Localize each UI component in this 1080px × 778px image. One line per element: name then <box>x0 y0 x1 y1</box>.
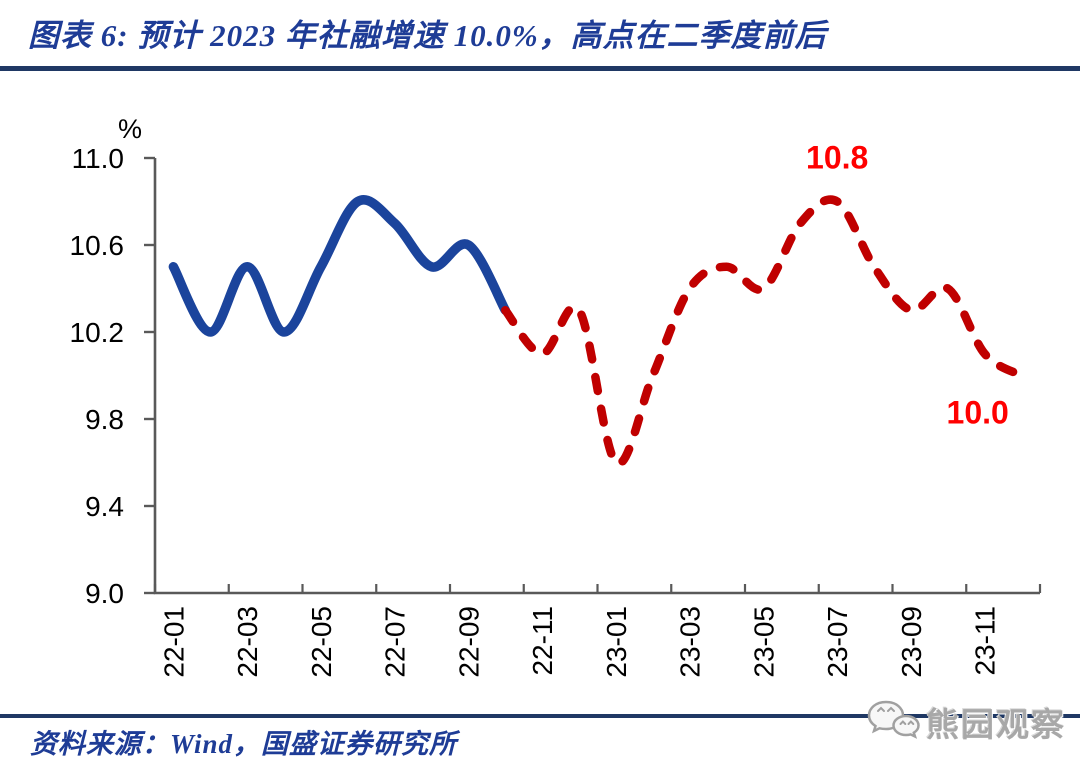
wechat-icon <box>866 699 920 745</box>
series-line-actual <box>168 195 511 337</box>
x-tick-label: 22-11 <box>527 606 558 676</box>
y-tick-label: 9.8 <box>85 404 124 435</box>
x-tick-label: 23-07 <box>822 606 853 678</box>
y-tick-label: 10.2 <box>70 317 125 348</box>
title-divider <box>0 66 1080 71</box>
x-tick-label: 22-05 <box>306 606 337 678</box>
x-tick-label: 22-01 <box>158 606 189 678</box>
y-tick-label: 10.6 <box>70 230 125 261</box>
x-tick-label: 23-05 <box>748 606 779 678</box>
footer-divider <box>0 714 1080 718</box>
figure-title: 图表 6: 预计 2023 年社融增速 10.0%，高点在二季度前后 <box>28 18 827 53</box>
y-tick-label: 9.4 <box>85 491 124 522</box>
x-tick-label: 22-07 <box>380 606 411 678</box>
y-tick-label: 11.0 <box>72 143 124 174</box>
y-tick-label: 9.0 <box>85 578 124 609</box>
x-tick-label: 22-09 <box>453 606 484 678</box>
watermark: 熊园观察 <box>866 698 1066 746</box>
x-tick-label: 23-01 <box>601 606 632 678</box>
annotation-label: 10.8 <box>806 140 868 176</box>
series-line-forecast <box>501 195 1026 468</box>
source-text: 资料来源：Wind，国盛证券研究所 <box>30 729 458 759</box>
x-tick-label: 23-03 <box>675 606 706 678</box>
watermark-text: 熊园观察 <box>926 706 1066 743</box>
x-tick-label: 22-03 <box>232 606 263 678</box>
x-tick-label: 23-09 <box>896 606 927 678</box>
y-axis-unit: % <box>118 114 142 144</box>
annotation-label: 10.0 <box>947 395 1009 431</box>
x-tick-label: 23-11 <box>970 606 1001 676</box>
